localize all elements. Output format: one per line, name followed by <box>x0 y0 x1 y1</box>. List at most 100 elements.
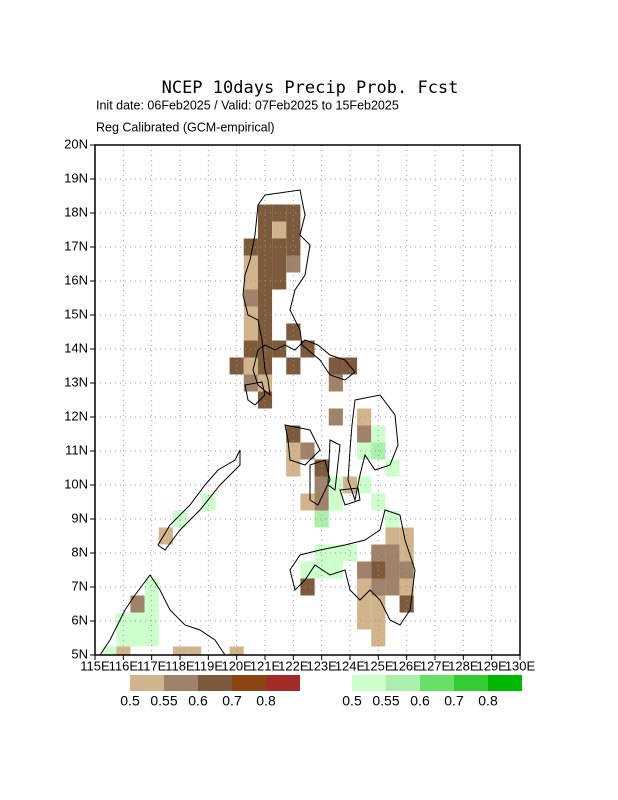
prob-cell <box>243 289 258 307</box>
colorbar-label: 0.7 <box>444 693 464 709</box>
prob-cell <box>385 578 400 596</box>
prob-cell <box>272 238 287 256</box>
x-tick-label: 116E <box>109 658 139 673</box>
colorbar-label: 0.8 <box>256 693 276 709</box>
prob-cell <box>385 561 400 579</box>
grid <box>95 145 520 655</box>
prob-cell <box>300 561 315 579</box>
prob-cell <box>286 425 301 443</box>
colorbar-swatch <box>488 675 522 691</box>
prob-cell <box>201 493 216 511</box>
prob-cell <box>385 459 400 477</box>
prob-cell <box>257 255 273 273</box>
x-tick-label: 125E <box>363 658 394 673</box>
prob-cell <box>371 578 386 596</box>
colorbar-swatch <box>266 675 300 691</box>
x-tick-label: 123E <box>306 658 337 673</box>
y-tick-label: 11N <box>65 442 88 457</box>
title: NCEP 10days Precip Prob. Fcst <box>162 78 459 98</box>
prob-cell <box>385 527 400 545</box>
colorbar: 0.5 0.55 0.6 0.7 0.8 0.5 0.55 0.6 0.7 0.8 <box>120 675 522 709</box>
prob-cell <box>272 255 287 273</box>
coastline <box>284 424 321 466</box>
prob-cell <box>257 289 273 307</box>
y-tick-label: 15N <box>64 306 88 321</box>
subtitle: Reg Calibrated (GCM-empirical) <box>96 120 275 134</box>
prob-cell <box>286 459 301 477</box>
colorbar-label: 0.55 <box>150 693 177 709</box>
prob-cell <box>357 561 372 579</box>
colorbar-swatch <box>164 675 198 691</box>
prob-cell <box>187 646 202 655</box>
prob-cell <box>144 629 159 647</box>
prob-cell <box>399 578 414 596</box>
coastline <box>347 394 399 502</box>
colorbar-swatch <box>352 675 386 691</box>
x-tick-label: 124E <box>335 658 366 673</box>
y-tick-label: 18N <box>64 204 88 219</box>
subtitle: Init date: 06Feb2025 / Valid: 07Feb2025 … <box>96 98 399 112</box>
y-tick-label: 5N <box>71 646 88 661</box>
prob-cell <box>371 544 386 562</box>
coastline <box>157 449 241 551</box>
y-tick-label: 13N <box>64 374 88 389</box>
prob-cell <box>116 629 131 647</box>
x-tick-label: 121E <box>250 658 281 673</box>
x-tick-label: 127E <box>420 658 451 673</box>
prob-cell <box>286 204 301 222</box>
prob-cell <box>371 629 386 647</box>
axes: 115E116E117E118E119E120E121E122E123E124E… <box>64 136 535 673</box>
x-tick-label: 128E <box>448 658 479 673</box>
y-tick-label: 8N <box>71 544 88 559</box>
coastline <box>327 439 341 491</box>
coastline <box>242 189 356 397</box>
y-tick-label: 19N <box>64 170 88 185</box>
prob-cell <box>272 221 287 239</box>
x-tick-label: 129E <box>476 658 507 673</box>
coastline <box>244 381 266 406</box>
prob-cell <box>371 493 386 511</box>
x-tick-label: 117E <box>137 658 167 673</box>
x-tick-label: 122E <box>278 658 309 673</box>
prob-cell <box>300 578 315 596</box>
prob-cell <box>357 476 372 494</box>
prob-cell <box>371 425 386 443</box>
prob-cell <box>272 340 287 358</box>
prob-cell <box>357 442 372 460</box>
prob-cell <box>144 578 159 596</box>
y-tick-label: 6N <box>71 612 88 627</box>
x-tick-label: 126E <box>391 658 422 673</box>
prob-cell <box>272 204 287 222</box>
y-tick-label: 20N <box>64 136 88 151</box>
x-tick-label: 120E <box>221 658 252 673</box>
prob-cell <box>130 629 145 647</box>
colorbar-label: 0.8 <box>478 693 498 709</box>
prob-cell <box>286 255 301 273</box>
colorbar-label: 0.5 <box>120 693 140 709</box>
y-tick-label: 12N <box>64 408 88 423</box>
prob-cell <box>314 510 329 528</box>
prob-cell <box>399 544 414 562</box>
prob-cell <box>286 323 301 341</box>
plot-frame <box>94 144 521 656</box>
prob-cell <box>357 612 372 630</box>
x-tick-label: 130E <box>505 658 536 673</box>
x-tick-label: 118E <box>165 658 195 673</box>
coastline <box>309 459 331 506</box>
colorbar-swatch <box>454 675 488 691</box>
y-tick-label: 16N <box>64 272 88 287</box>
colorbar-swatch <box>420 675 454 691</box>
prob-cell <box>286 238 301 256</box>
prob-cell <box>300 493 315 511</box>
prob-cell <box>144 595 159 613</box>
y-tick-label: 9N <box>71 510 88 525</box>
colorbar-swatch <box>386 675 420 691</box>
prob-cell <box>357 408 372 426</box>
prob-cell <box>328 493 343 511</box>
cells <box>102 204 414 655</box>
x-tick-label: 115E <box>80 658 110 673</box>
prob-cell <box>102 646 117 655</box>
prob-cell <box>158 527 173 545</box>
colorbar-swatch <box>130 675 164 691</box>
